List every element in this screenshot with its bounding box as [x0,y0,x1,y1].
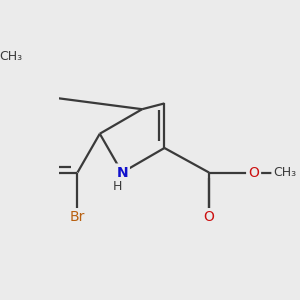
Text: O: O [204,210,214,224]
Text: CH₃: CH₃ [273,166,296,179]
Text: H: H [113,180,122,193]
Text: Br: Br [70,210,85,224]
Text: O: O [248,166,259,179]
Text: CH₃: CH₃ [0,50,22,63]
Text: N: N [116,166,128,179]
